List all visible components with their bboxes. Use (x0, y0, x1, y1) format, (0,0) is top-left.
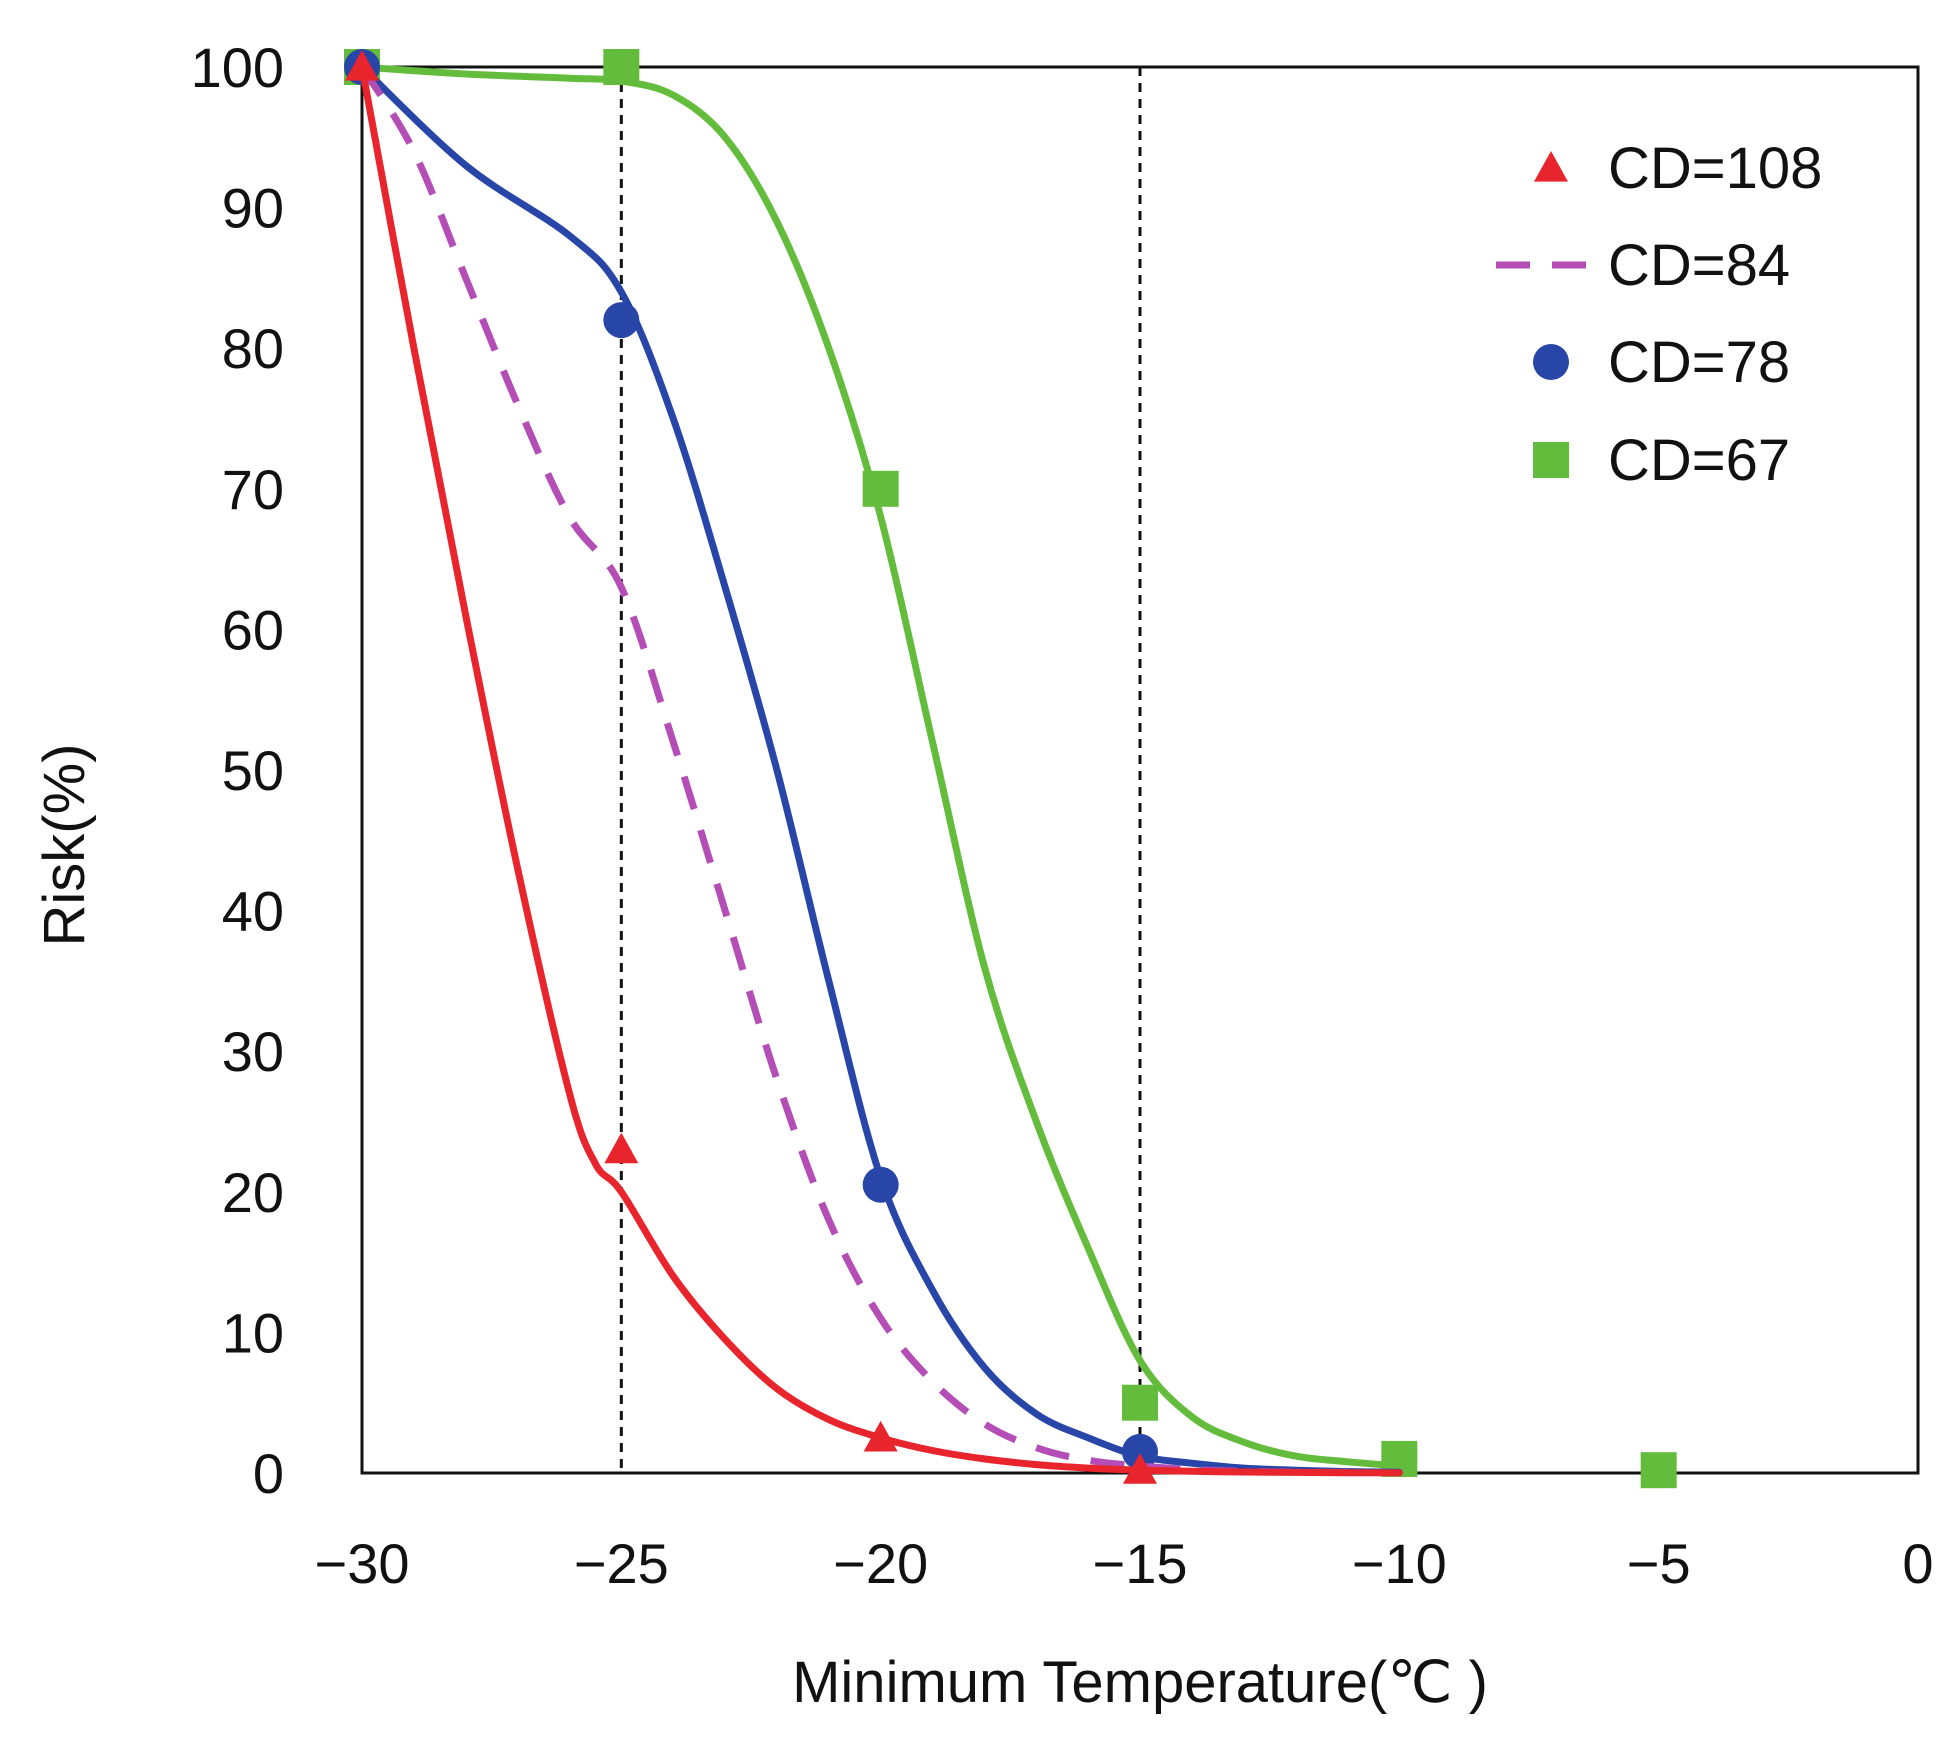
legend-label: CD=67 (1608, 428, 1790, 493)
legend-swatch (1533, 344, 1569, 380)
legend-label: CD=78 (1608, 330, 1790, 395)
legend-swatch (1534, 151, 1568, 182)
y-tick-label: 20 (222, 1161, 284, 1224)
data-point (862, 470, 899, 507)
data-point (603, 302, 640, 339)
y-tick-label: 80 (222, 317, 284, 380)
legend: CD=108 CD=84 CD=78 CD=67 (1496, 136, 1822, 493)
x-tick-label: −20 (833, 1532, 928, 1595)
data-point (863, 1420, 898, 1452)
legend-item: CD=78 (1533, 330, 1790, 395)
y-tick-label: 0 (253, 1442, 284, 1505)
series-line (358, 63, 1403, 1477)
series-layer (344, 49, 1677, 1489)
data-point (1640, 1452, 1677, 1489)
data-point (1123, 1453, 1157, 1484)
y-tick-label: 100 (191, 36, 284, 99)
x-tick-label: −5 (1627, 1532, 1691, 1595)
y-tick-label: 60 (222, 598, 284, 661)
x-tick-label: −30 (315, 1532, 410, 1595)
y-tick-label: 40 (222, 880, 284, 943)
data-point (862, 1166, 899, 1203)
y-axis-title: Risk(%) (32, 744, 97, 947)
legend-label: CD=108 (1608, 136, 1822, 201)
x-axis-title: Minimum Temperature(℃ ) (792, 1650, 1488, 1715)
series-cd-84 (359, 65, 1348, 1477)
legend-item: CD=108 (1534, 136, 1822, 201)
data-point (345, 50, 379, 81)
y-axis-ticks: 0 10 20 30 40 50 60 70 80 90 100 (191, 36, 284, 1505)
reference-lines (619, 67, 1142, 1473)
y-tick-label: 90 (222, 177, 284, 240)
x-tick-label: −15 (1093, 1532, 1188, 1595)
y-tick-label: 50 (222, 739, 284, 802)
y-tick-label: 10 (222, 1301, 284, 1364)
legend-item: CD=84 (1496, 233, 1790, 298)
data-point (604, 1132, 639, 1164)
y-tick-label: 70 (222, 458, 284, 521)
x-tick-label: −10 (1352, 1532, 1447, 1595)
x-tick-label: −25 (574, 1532, 669, 1595)
data-point (1122, 1384, 1158, 1421)
series-cd-67 (344, 49, 1677, 1489)
series-cd-108 (345, 50, 1403, 1484)
legend-swatch (1533, 442, 1569, 478)
x-axis-ticks: −30 −25 −20 −15 −10 −5 0 (315, 1532, 1934, 1595)
data-point (603, 49, 640, 85)
series-line (359, 65, 1348, 1477)
y-tick-label: 30 (222, 1020, 284, 1083)
x-tick-label: 0 (1902, 1532, 1933, 1595)
data-point (1122, 1433, 1158, 1470)
legend-item: CD=67 (1533, 428, 1790, 493)
series-line (358, 63, 1403, 1476)
legend-label: CD=84 (1608, 233, 1790, 298)
